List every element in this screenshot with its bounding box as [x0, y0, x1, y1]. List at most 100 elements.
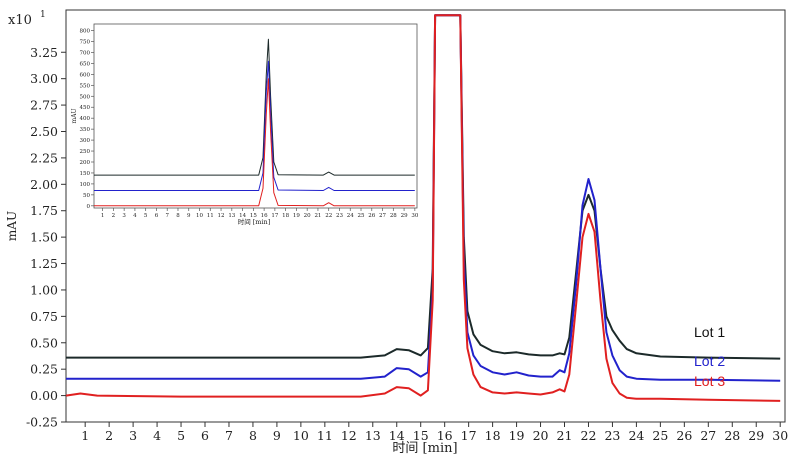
x-tick-label: 21: [557, 428, 573, 443]
inset-y-tick-label: 500: [80, 94, 91, 100]
inset-x-tick-label: 16: [261, 213, 268, 219]
x-tick-label: 1: [81, 428, 89, 443]
x-tick-label: 3: [129, 428, 137, 443]
y-tick-label: 0.00: [30, 388, 58, 403]
y-tick-label: 0.50: [30, 335, 58, 350]
inset-x-tick-label: 2: [112, 213, 116, 219]
inset-y-tick-label: 150: [80, 171, 91, 177]
x-tick-label: 7: [225, 428, 233, 443]
inset-y-tick-label: 300: [80, 138, 91, 144]
inset-y-tick-label: 650: [80, 61, 91, 67]
x-tick-label: 14: [389, 428, 405, 443]
y-tick-label: 1.75: [30, 203, 58, 218]
series-line-2: [66, 14, 781, 382]
inset-x-tick-label: 26: [368, 213, 375, 219]
inset-x-tick-label: 21: [314, 213, 321, 219]
legend-label-1: Lot 1: [694, 324, 725, 340]
inset-x-tick-label: 30: [411, 213, 418, 219]
inset-x-tick-label: 23: [336, 213, 343, 219]
inset-x-tick-label: 17: [271, 213, 278, 219]
y-tick-label: 2.25: [30, 150, 58, 165]
x-tick-label: 26: [676, 428, 692, 443]
inset-background: [68, 12, 430, 230]
x-tick-label: 29: [748, 428, 764, 443]
y-tick-label: 1.50: [30, 230, 58, 245]
inset-y-tick-label: 750: [80, 40, 91, 46]
x-tick-label: 2: [105, 428, 113, 443]
x-tick-label: 23: [604, 428, 620, 443]
inset-y-tick-label: 450: [80, 105, 91, 111]
x-tick-label: 4: [153, 428, 161, 443]
inset-y-tick-label: 400: [80, 116, 91, 122]
inset-y-axis-label: mAU: [71, 108, 78, 123]
inset-plot-frame: [93, 23, 418, 209]
inset-x-tick-label: 11: [207, 213, 214, 219]
series-line-3: [65, 14, 781, 402]
x-tick-label: 28: [724, 428, 740, 443]
inset-x-tick-label: 14: [239, 213, 246, 219]
x-tick-label: 9: [273, 428, 281, 443]
inset-x-tick-label: 22: [325, 213, 332, 219]
x-tick-label: 8: [249, 428, 257, 443]
x-tick-label: 25: [652, 428, 668, 443]
inset-x-tick-label: 6: [155, 213, 159, 219]
inset-y-tick-label: 0: [87, 204, 91, 210]
y-tick-label: 2.00: [30, 177, 58, 192]
y-tick-label: 1.00: [30, 282, 58, 297]
y-axis-label: mAU: [5, 211, 19, 241]
y-tick-label: 1.25: [30, 256, 58, 271]
x-tick-label: 16: [437, 428, 453, 443]
y-tick-label: 3.25: [30, 45, 58, 60]
x-tick-label: 30: [772, 428, 788, 443]
x-tick-label: 12: [341, 428, 357, 443]
inset-x-tick-label: 9: [187, 213, 191, 219]
inset-x-tick-label: 18: [282, 213, 289, 219]
inset-y-tick-label: 600: [80, 72, 91, 78]
inset-y-tick-label: 700: [80, 50, 91, 56]
inset-x-tick-label: 24: [347, 213, 354, 219]
inset-x-tick-label: 25: [358, 213, 365, 219]
legend-label-2: Lot 2: [694, 353, 725, 369]
x-tick-label: 19: [509, 428, 525, 443]
y-tick-label: 0.25: [30, 362, 58, 377]
inset-series-line-1: [94, 38, 415, 176]
x-tick-label: 6: [201, 428, 209, 443]
inset-x-tick-label: 12: [218, 213, 225, 219]
y-tick-label: 3.00: [30, 71, 58, 86]
inset-x-tick-label: 15: [250, 213, 257, 219]
x-tick-label: 10: [293, 428, 309, 443]
inset-x-tick-label: 20: [304, 213, 311, 219]
inset-y-tick-label: 550: [80, 83, 91, 89]
inset-series-line-3: [94, 78, 415, 207]
inset-y-tick-label: 800: [80, 29, 91, 35]
inset-y-tick-label: 350: [80, 127, 91, 133]
x-tick-label: 17: [461, 428, 477, 443]
inset-x-tick-label: 5: [144, 213, 148, 219]
inset-x-tick-label: 29: [401, 213, 408, 219]
inset-x-tick-label: 19: [293, 213, 300, 219]
inset-x-tick-label: 3: [122, 213, 126, 219]
x-tick-label: 24: [628, 428, 644, 443]
inset-x-tick-label: 8: [176, 213, 180, 219]
series-line-1: [66, 14, 781, 360]
x-tick-label: 18: [485, 428, 501, 443]
inset-x-tick-label: 13: [228, 213, 235, 219]
legend-label-3: Lot 3: [694, 373, 725, 389]
y-tick-label: -0.25: [26, 415, 58, 430]
x-tick-label: 15: [413, 428, 429, 443]
inset-y-tick-label: 100: [80, 182, 91, 188]
y-tick-label: 2.75: [30, 98, 58, 113]
inset-x-tick-label: 10: [196, 213, 203, 219]
inset-x-tick-label: 1: [101, 213, 105, 219]
inset-x-tick-label: 4: [133, 213, 137, 219]
inset-x-tick-label: 27: [379, 213, 386, 219]
y-tick-label: 0.75: [30, 309, 58, 324]
inset-x-tick-label: 28: [390, 213, 397, 219]
inset-series-line-2: [94, 60, 415, 191]
y-tick-label: 2.50: [30, 124, 58, 139]
y-exponent-power: 1: [40, 10, 46, 20]
x-tick-label: 11: [317, 428, 333, 443]
inset-y-tick-label: 200: [80, 160, 91, 166]
